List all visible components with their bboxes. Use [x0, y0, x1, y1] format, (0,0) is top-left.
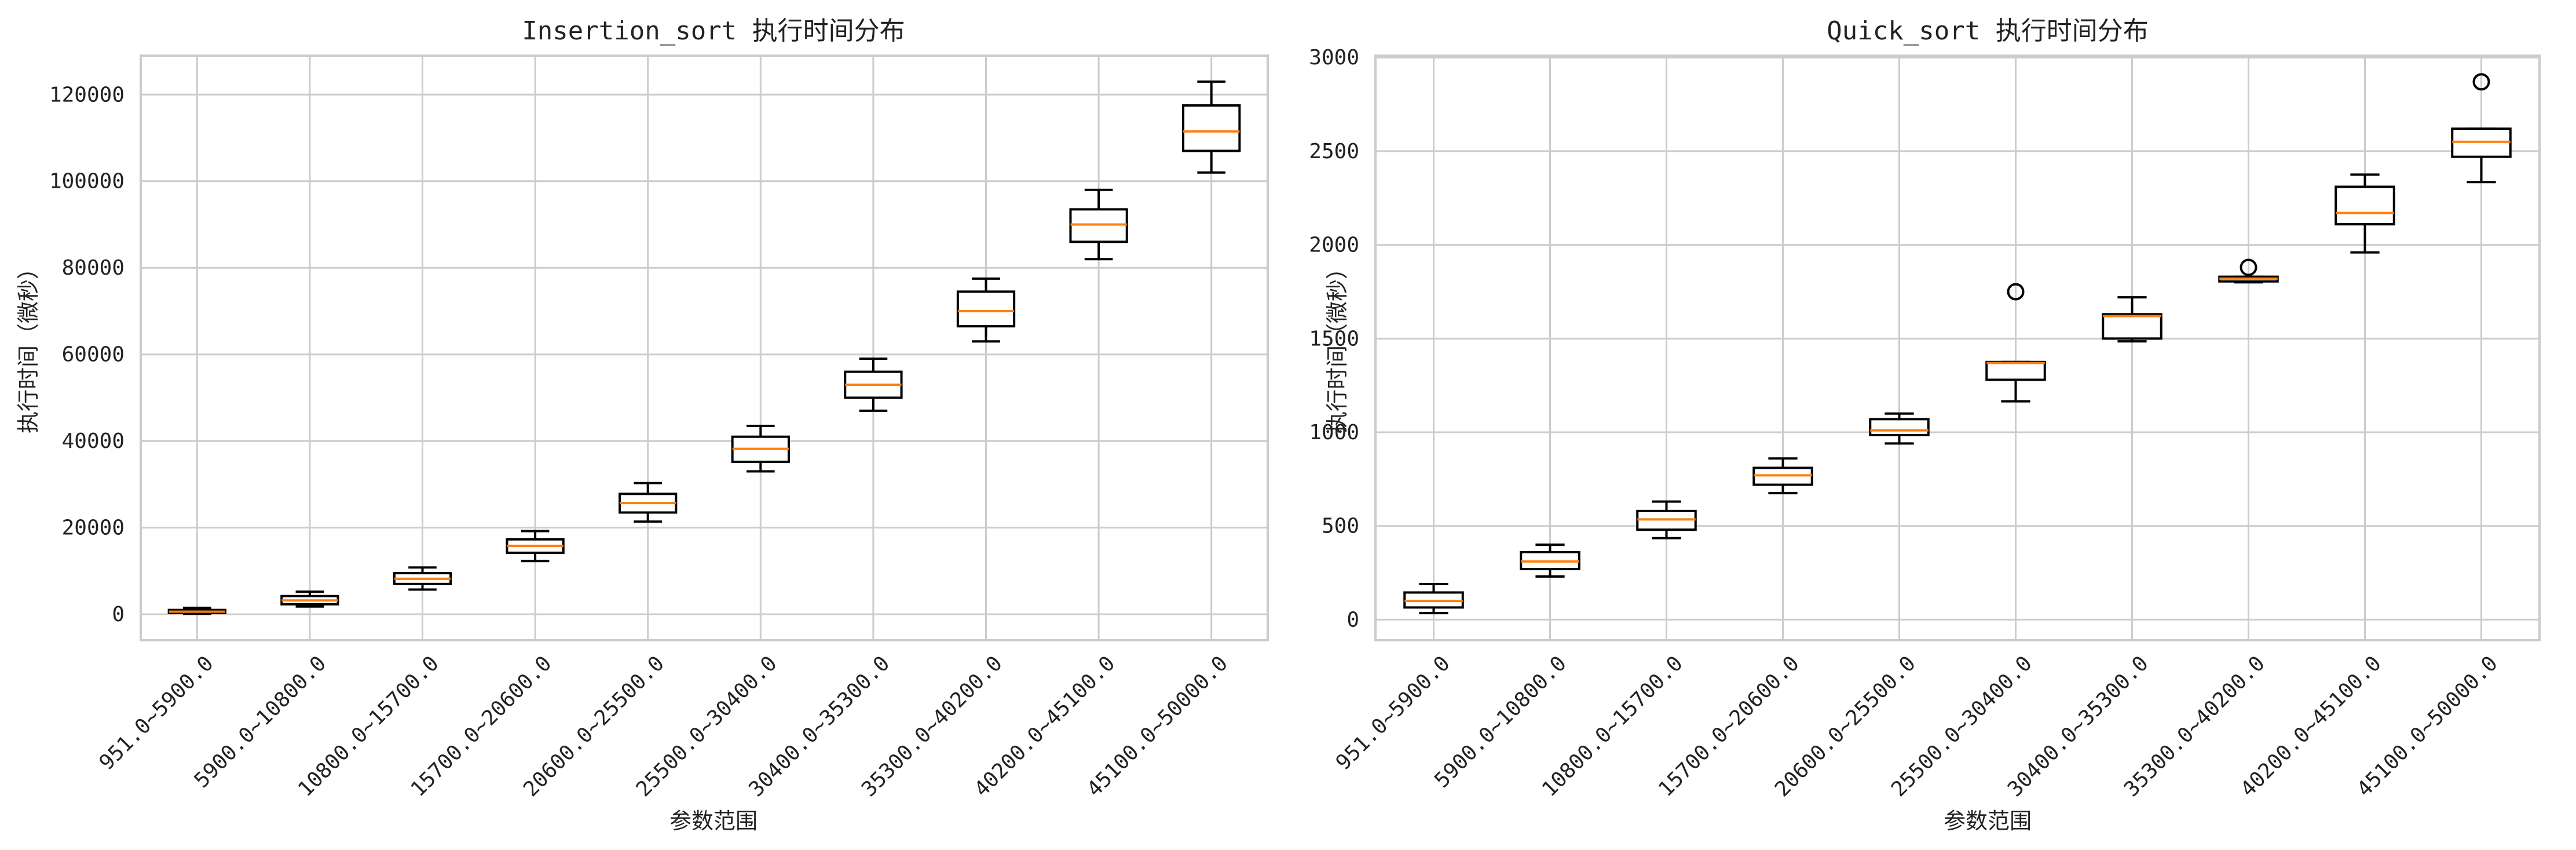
- box-iqr: [1869, 418, 1930, 436]
- x-axis-label: 参数范围: [1944, 808, 2032, 834]
- box-951.0~5900.0: [1403, 582, 1464, 615]
- y-tick-label: 0: [1346, 608, 1359, 632]
- box-iqr: [1985, 360, 2046, 381]
- box-35300.0~40200.0: [2218, 258, 2279, 284]
- box-25500.0~30400.0: [1985, 283, 2046, 403]
- box-35300.0~40200.0: [956, 277, 1016, 343]
- y-tick-label: 100000: [49, 170, 125, 194]
- y-tick-label: 80000: [62, 256, 125, 280]
- box-45100.0~50000.0: [1182, 80, 1241, 174]
- y-axis-label: 执行时间（微秒）: [16, 257, 41, 433]
- y-tick-label: 60000: [62, 343, 125, 367]
- y-tick-label: 500: [1322, 515, 1359, 538]
- outlier-point: [2240, 258, 2257, 276]
- y-tick-label: 20000: [62, 516, 125, 540]
- outlier-point: [2472, 73, 2490, 91]
- y-axis-label: 执行时间（微秒）: [1324, 257, 1350, 433]
- y-tick-label: 120000: [49, 83, 125, 107]
- y-tick-label: 1000: [1309, 421, 1359, 444]
- plot-frame: [1374, 54, 2541, 641]
- box-iqr: [2102, 313, 2162, 340]
- y-tick-label: 2500: [1309, 140, 1359, 163]
- box-iqr: [1182, 104, 1241, 152]
- chart-title: Insertion_sort 执行时间分布: [522, 16, 905, 46]
- outlier-point: [2007, 283, 2025, 301]
- box-iqr: [2334, 185, 2395, 226]
- box-10800.0~15700.0: [393, 566, 452, 591]
- box-30400.0~35300.0: [844, 357, 903, 412]
- box-40200.0~45100.0: [2334, 173, 2395, 254]
- box-25500.0~30400.0: [731, 425, 790, 473]
- plot-frame: [140, 54, 1269, 641]
- y-tick-label: 2000: [1309, 234, 1359, 257]
- box-10800.0~15700.0: [1636, 500, 1697, 539]
- box-15700.0~20600.0: [506, 530, 565, 563]
- box-20600.0~25500.0: [1869, 412, 1930, 445]
- y-tick-label: 1500: [1309, 327, 1359, 351]
- box-5900.0~10800.0: [280, 590, 339, 608]
- box-45100.0~50000.0: [2451, 73, 2512, 184]
- y-tick-label: 0: [112, 603, 125, 626]
- box-40200.0~45100.0: [1069, 188, 1128, 261]
- box-5900.0~10800.0: [1520, 543, 1580, 578]
- box-30400.0~35300.0: [2102, 296, 2162, 343]
- x-axis-label: 参数范围: [669, 808, 758, 834]
- box-951.0~5900.0: [167, 606, 226, 615]
- box-20600.0~25500.0: [619, 481, 678, 523]
- box-iqr: [956, 290, 1016, 328]
- y-tick-label: 40000: [62, 429, 125, 453]
- y-tick-label: 3000: [1309, 46, 1359, 70]
- box-15700.0~20600.0: [1752, 457, 1813, 495]
- chart-title: Quick_sort 执行时间分布: [1827, 16, 2148, 46]
